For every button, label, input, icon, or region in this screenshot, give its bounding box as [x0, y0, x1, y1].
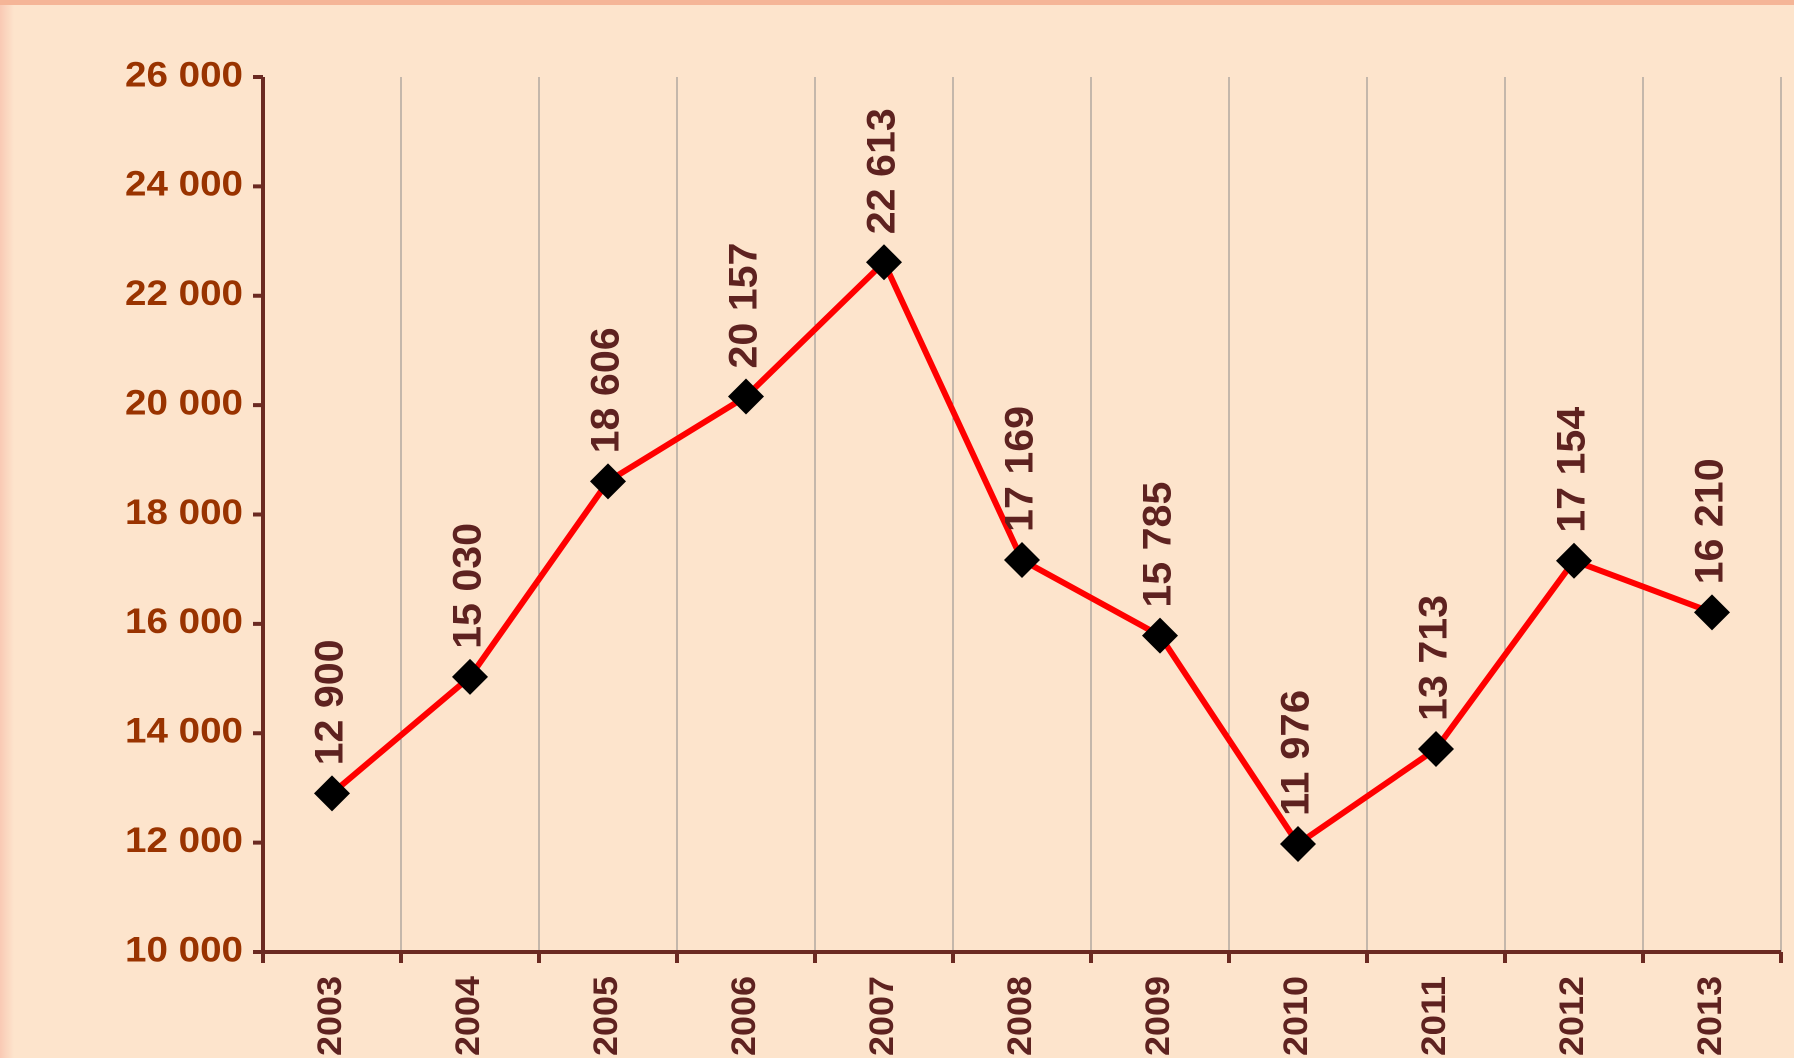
data-label: 11 976 — [1274, 690, 1318, 816]
y-tick-label: 10 000 — [125, 930, 243, 969]
x-tick-label: 2005 — [587, 976, 625, 1056]
x-tick-label: 2010 — [1277, 976, 1315, 1056]
marker — [1142, 617, 1178, 654]
top-border — [0, 0, 1794, 5]
marker — [728, 378, 764, 415]
marker — [1004, 541, 1040, 578]
data-label: 15 785 — [1136, 482, 1180, 608]
data-label: 13 713 — [1412, 595, 1456, 721]
marker — [452, 658, 488, 695]
y-tick-label: 14 000 — [125, 712, 243, 751]
y-tick-label: 12 000 — [125, 821, 243, 860]
x-tick-label: 2011 — [1415, 976, 1453, 1056]
marker — [1418, 730, 1454, 767]
y-tick-label: 24 000 — [125, 165, 243, 204]
marker — [1556, 542, 1592, 579]
x-tick-label: 2008 — [1001, 976, 1039, 1056]
data-label: 12 900 — [308, 639, 352, 765]
data-label: 17 169 — [998, 406, 1042, 532]
x-tick-label: 2009 — [1139, 976, 1177, 1056]
y-tick-label: 26 000 — [125, 55, 243, 94]
x-tick-label: 2013 — [1691, 976, 1729, 1056]
y-tick-label: 22 000 — [125, 274, 243, 313]
x-tick-label: 2007 — [863, 976, 901, 1056]
x-tick-label: 2003 — [311, 976, 349, 1056]
data-label: 15 030 — [446, 523, 490, 649]
marker — [1694, 594, 1730, 631]
x-tick-label: 2012 — [1553, 976, 1591, 1056]
marker — [1280, 825, 1316, 862]
marker — [590, 463, 626, 500]
x-tick-label: 2006 — [725, 976, 763, 1056]
marker — [314, 775, 350, 812]
y-tick-label: 20 000 — [125, 383, 243, 422]
left-edge — [0, 0, 14, 1058]
data-label: 22 613 — [860, 108, 904, 234]
data-label: 18 606 — [584, 327, 628, 453]
data-label: 17 154 — [1550, 406, 1594, 533]
y-tick-label: 18 000 — [125, 493, 243, 532]
data-label: 16 210 — [1688, 458, 1732, 584]
data-label: 20 157 — [722, 243, 766, 369]
x-tick-label: 2004 — [449, 976, 487, 1056]
marker — [866, 244, 902, 281]
y-tick-label: 16 000 — [125, 602, 243, 641]
